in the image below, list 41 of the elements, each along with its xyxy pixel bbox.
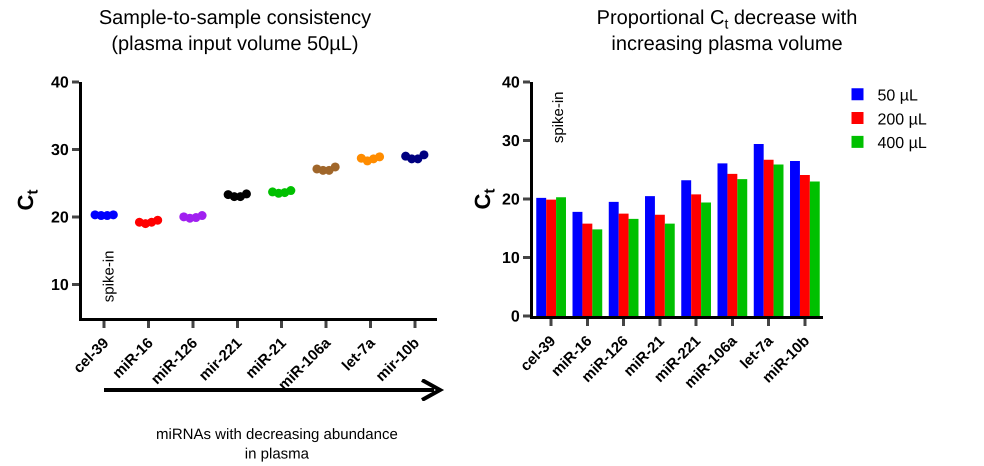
y-tick-label: 0 xyxy=(510,308,520,326)
bar xyxy=(691,194,702,316)
bar xyxy=(664,224,675,316)
bar xyxy=(618,214,629,316)
bar xyxy=(727,174,738,316)
y-tick-label: 20 xyxy=(502,192,520,209)
y-tick-label: 20 xyxy=(51,209,69,226)
bar xyxy=(654,214,665,316)
chart-title: Sample-to-sample consistency (plasma input volume 50µL) xyxy=(98,7,372,56)
chart-title: Proportional C$_{t}$ decrease with increasing plasma volume xyxy=(596,7,858,56)
y-tick-label: 30 xyxy=(51,142,69,160)
text: miRNAs with decreasing abundance in plasma xyxy=(156,426,398,462)
bar xyxy=(582,224,592,316)
bar xyxy=(737,179,748,316)
y-tick-label: 40 xyxy=(502,74,520,92)
legend-label: 50 µL xyxy=(878,87,918,104)
bar xyxy=(536,198,546,316)
bar xyxy=(546,200,556,316)
bar xyxy=(556,197,566,316)
bar xyxy=(645,196,655,316)
bar xyxy=(608,202,619,316)
legend-label: 200 µL xyxy=(878,111,927,128)
bar xyxy=(800,175,810,316)
y-tick-label: 10 xyxy=(51,276,69,294)
bar xyxy=(681,180,692,316)
bar xyxy=(718,163,728,316)
bar xyxy=(810,181,820,316)
bar xyxy=(774,164,784,316)
legend-label: 400 µL xyxy=(878,135,927,152)
annotation: spike-in xyxy=(100,250,118,302)
bar xyxy=(754,144,764,316)
bar xyxy=(572,212,582,316)
y-tick-label: 10 xyxy=(502,250,520,268)
y-tick-label: 30 xyxy=(502,133,520,150)
bar xyxy=(592,229,602,316)
bar xyxy=(628,218,638,316)
bar xyxy=(790,160,800,316)
annotation: spike-in xyxy=(550,91,567,144)
bar xyxy=(764,160,774,316)
y-tick-label: 40 xyxy=(51,74,69,92)
bar xyxy=(701,202,711,316)
